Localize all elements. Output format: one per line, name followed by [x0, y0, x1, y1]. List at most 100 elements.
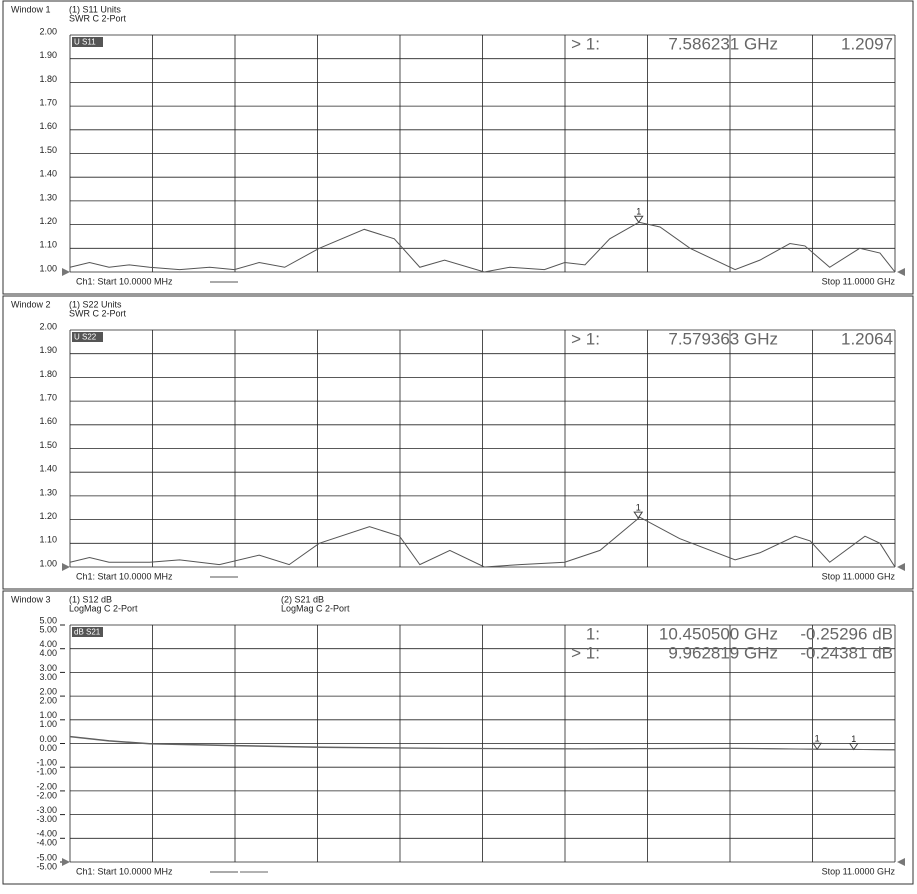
y-tick-label: 1.90 — [39, 345, 57, 355]
window-frame — [2, 590, 914, 885]
y2-tick-label: -3.00 — [36, 814, 57, 824]
y-tick-label: 1.40 — [39, 464, 57, 474]
marker — [812, 742, 823, 751]
trace — [69, 221, 896, 273]
marker-readout-value: -0.24381 dB — [800, 643, 893, 662]
y-tick-label: 2.00 — [39, 321, 57, 331]
marker — [848, 742, 859, 751]
y-tick-label: 3.00 — [39, 663, 57, 673]
trace-format: SWR C 2-Port — [69, 308, 127, 318]
y-tick-label: 1.30 — [39, 192, 57, 202]
marker-label: 1 — [636, 207, 641, 217]
y2-tick-label: -5.00 — [36, 861, 57, 871]
marker-readout-id: 1: — [586, 624, 600, 643]
y-tick-label: 2.00 — [39, 686, 57, 696]
y-tick-label: 1.10 — [39, 535, 57, 545]
marker-readout-freq: 9.962819 GHz — [668, 643, 778, 662]
y-tick-label: 1.20 — [39, 511, 57, 521]
y-tick-label: 4.00 — [39, 639, 57, 649]
y-tick-label: 1.60 — [39, 416, 57, 426]
stop-label: Stop 11.0000 GHz — [822, 571, 896, 581]
trace — [69, 516, 896, 568]
y-tick-label: 1.20 — [39, 216, 57, 226]
y-tick-label: -5.00 — [36, 852, 57, 862]
y-tick-label: 1.90 — [39, 50, 57, 60]
y2-tick-label: 2.00 — [39, 695, 57, 705]
y-tick-label: -4.00 — [36, 829, 57, 839]
y2-tick-label: -1.00 — [36, 767, 57, 777]
y2-tick-label: 3.00 — [39, 672, 57, 682]
reference-arrow-left — [62, 858, 70, 866]
trace-tag-box — [72, 332, 103, 342]
window-title: Window 1 — [11, 4, 51, 14]
y-tick-label: 1.30 — [39, 487, 57, 497]
marker — [633, 511, 644, 519]
y-tick-label: 1.00 — [39, 263, 57, 273]
y-tick-label: 5.00 — [39, 615, 57, 625]
y-tick-label: 1.60 — [39, 121, 57, 131]
trace — [69, 736, 896, 751]
marker-readout-id: > 1: — [571, 643, 600, 662]
y-tick-label: 1.70 — [39, 392, 57, 402]
start-label: Ch1: Start 10.0000 MHz — [76, 571, 173, 581]
marker-readout-id: > 1: — [571, 34, 600, 53]
marker-readout-value: -0.25296 dB — [800, 624, 893, 643]
y-tick-label: 1.50 — [39, 440, 57, 450]
trace-name: (2) S21 dB — [281, 594, 324, 604]
marker-readout-freq: 10.450500 GHz — [659, 624, 778, 643]
marker-readout-freq: 7.586231 GHz — [668, 34, 778, 53]
trace-tag: U S11 — [74, 38, 96, 47]
trace-name: (1) S12 dB — [69, 594, 112, 604]
trace-name: (1) S11 Units — [69, 4, 121, 14]
y2-tick-label: 0.00 — [39, 743, 57, 753]
trace-format: LogMag C 2-Port — [281, 603, 350, 613]
y-tick-label: 1.80 — [39, 74, 57, 84]
trace-name: (1) S22 Units — [69, 299, 122, 309]
marker-readout-value: 1.2064 — [841, 329, 893, 348]
trace-tag: U S22 — [74, 333, 97, 342]
trace-format: SWR C 2-Port — [69, 13, 127, 23]
y-tick-label: 1.40 — [39, 169, 57, 179]
trace-format: LogMag C 2-Port — [69, 603, 138, 613]
y-tick-label: 2.00 — [39, 26, 57, 36]
window-title: Window 3 — [11, 594, 51, 604]
window-frame — [2, 295, 914, 590]
marker-label: 1 — [636, 502, 641, 512]
marker-label: 1 — [815, 734, 820, 744]
y-tick-label: 1.00 — [39, 710, 57, 720]
stop-label: Stop 11.0000 GHz — [822, 866, 896, 876]
window-frame — [2, 0, 914, 295]
marker-readout-value: 1.2097 — [841, 34, 893, 53]
y2-tick-label: 4.00 — [39, 648, 57, 658]
marker-label: 1 — [851, 734, 856, 744]
y2-tick-label: -4.00 — [36, 838, 57, 848]
start-label: Ch1: Start 10.0000 MHz — [76, 276, 173, 286]
reference-arrow-left — [62, 268, 70, 276]
window-title: Window 2 — [11, 299, 51, 309]
reference-arrow-right — [897, 563, 905, 571]
y2-tick-label: 1.00 — [39, 719, 57, 729]
reference-arrow-left — [62, 563, 70, 571]
trace-tag-box — [72, 37, 103, 47]
y-tick-label: 1.10 — [39, 240, 57, 250]
trace-tag: dB S21 — [74, 628, 101, 637]
marker — [633, 215, 644, 224]
stop-label: Stop 11.0000 GHz — [822, 276, 896, 286]
y2-tick-label: 5.00 — [39, 624, 57, 634]
marker-readout-id: > 1: — [571, 329, 600, 348]
y-tick-label: 1.00 — [39, 558, 57, 568]
y-tick-label: 1.70 — [39, 97, 57, 107]
trace-tag-box — [72, 627, 103, 637]
reference-arrow-right — [897, 268, 905, 276]
y-tick-label: -1.00 — [36, 758, 57, 768]
y2-tick-label: -2.00 — [36, 790, 57, 800]
y-tick-label: 1.80 — [39, 369, 57, 379]
y-tick-label: -3.00 — [36, 805, 57, 815]
reference-arrow-right — [897, 858, 905, 866]
y-tick-label: -2.00 — [36, 781, 57, 791]
y-tick-label: 0.00 — [39, 734, 57, 744]
marker-readout-freq: 7.579363 GHz — [668, 329, 778, 348]
y-tick-label: 1.50 — [39, 145, 57, 155]
start-label: Ch1: Start 10.0000 MHz — [76, 866, 173, 876]
